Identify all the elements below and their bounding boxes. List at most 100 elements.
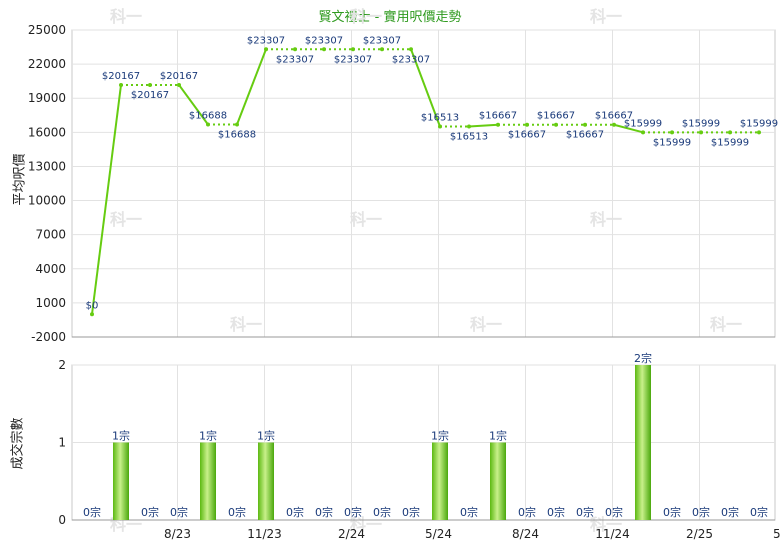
price-data-label: $23307 <box>305 35 343 46</box>
price-tick-label: 25000 <box>28 23 66 37</box>
count-tick-label: 1 <box>58 436 66 450</box>
price-data-label: $16667 <box>566 130 604 141</box>
count-bar-label: 0宗 <box>402 505 420 519</box>
price-point <box>438 124 442 129</box>
chart-title: 賢文禮士 - 實用呎價走勢 <box>318 10 462 25</box>
price-point <box>351 47 355 52</box>
count-bar-label: 1宗 <box>489 429 507 443</box>
price-point <box>264 47 268 52</box>
x-tick-label: 8/24 <box>512 527 539 541</box>
count-bar <box>200 442 216 520</box>
price-point <box>728 130 732 135</box>
watermark-6: 科一 <box>230 315 262 334</box>
price-data-label: $20167 <box>102 71 140 82</box>
price-point <box>554 122 558 127</box>
price-data-label: $20167 <box>160 71 198 82</box>
price-data-label: $15999 <box>740 118 778 129</box>
price-point <box>380 47 384 52</box>
price-point <box>757 130 761 135</box>
price-tick-label: 19000 <box>28 91 66 105</box>
x-tick-label: 2/24 <box>338 527 365 541</box>
price-data-label: $15999 <box>653 137 691 148</box>
watermark-4: 科一 <box>350 210 382 229</box>
count-bar-label: 0宗 <box>344 505 362 519</box>
price-tick-label: 4000 <box>35 262 66 276</box>
price-point <box>90 312 94 317</box>
count-bar-label: 0宗 <box>547 505 565 519</box>
count-bar <box>635 365 651 520</box>
price-point <box>322 47 326 52</box>
price-point <box>409 47 413 52</box>
price-data-label: $20167 <box>131 90 169 101</box>
price-point <box>525 122 529 127</box>
count-bar-label: 1宗 <box>257 429 275 443</box>
price-data-label: $16688 <box>189 111 227 122</box>
watermark-8: 科一 <box>710 315 742 334</box>
count-bar-label: 0宗 <box>460 505 478 519</box>
price-line-segment <box>236 48 267 125</box>
count-bar-label: 0宗 <box>518 505 536 519</box>
count-bar-label: 0宗 <box>721 505 739 519</box>
price-data-label: $23307 <box>247 35 285 46</box>
price-point <box>670 130 674 135</box>
count-bar-label: 1宗 <box>199 429 217 443</box>
x-tick-label: 8/23 <box>164 527 191 541</box>
watermark-0: 科一 <box>110 7 142 26</box>
price-data-label: $16667 <box>595 111 633 122</box>
price-data-label: $23307 <box>363 35 401 46</box>
price-data-label: $16667 <box>537 111 575 122</box>
price-point <box>119 82 123 87</box>
count-bar-label: 2宗 <box>634 351 652 365</box>
price-line-segment <box>613 123 644 134</box>
price-line-segment <box>91 84 122 315</box>
price-data-label: $16667 <box>508 130 546 141</box>
x-tick-label: 5/24 <box>425 527 452 541</box>
price-point <box>235 122 239 127</box>
count-bar-label: 0宗 <box>228 505 246 519</box>
price-line-segment <box>178 84 209 126</box>
count-bar-label: 0宗 <box>663 505 681 519</box>
x-tick-label: 11/24 <box>595 527 630 541</box>
count-bar-label: 0宗 <box>692 505 710 519</box>
price-point <box>612 122 616 127</box>
price-tick-label: 10000 <box>28 194 66 208</box>
price-point <box>293 47 297 52</box>
count-tick-label: 0 <box>58 513 66 527</box>
count-bar <box>432 442 448 520</box>
price-data-label: $23307 <box>276 54 314 65</box>
count-bar-label: 1宗 <box>431 429 449 443</box>
watermark-2: 科一 <box>590 7 622 26</box>
count-bar <box>258 442 274 520</box>
price-data-label: $16513 <box>450 132 488 143</box>
count-bar-label: 0宗 <box>605 505 623 519</box>
price-data-label: $23307 <box>334 54 372 65</box>
count-bar-label: 0宗 <box>141 505 159 519</box>
count-tick-label: 2 <box>58 358 66 372</box>
price-tick-label: 22000 <box>28 57 66 71</box>
price-point <box>496 122 500 127</box>
count-bar-label: 0宗 <box>576 505 594 519</box>
x-tick-label: 11/23 <box>247 527 282 541</box>
price-data-label: $23307 <box>392 54 430 65</box>
price-data-label: $16667 <box>479 111 517 122</box>
price-tick-label: 7000 <box>35 228 66 242</box>
x-tick-label: 2/25 <box>686 527 713 541</box>
count-bar-label: 1宗 <box>112 429 130 443</box>
x-tick-label: 5/25 <box>773 527 780 541</box>
price-line-segment <box>468 123 499 128</box>
watermark-5: 科一 <box>590 210 622 229</box>
count-bar-label: 0宗 <box>315 505 333 519</box>
price-point <box>206 122 210 127</box>
price-tick-label: 16000 <box>28 125 66 139</box>
price-data-label: $0 <box>86 300 99 311</box>
watermark-7: 科一 <box>470 315 502 334</box>
price-data-label: $16513 <box>421 113 459 124</box>
count-bar-label: 0宗 <box>373 505 391 519</box>
count-bar-label: 0宗 <box>286 505 304 519</box>
count-bar <box>113 442 129 520</box>
price-point <box>148 82 152 87</box>
price-point <box>177 82 181 87</box>
price-data-label: $16688 <box>218 130 256 141</box>
price-point <box>467 124 471 129</box>
